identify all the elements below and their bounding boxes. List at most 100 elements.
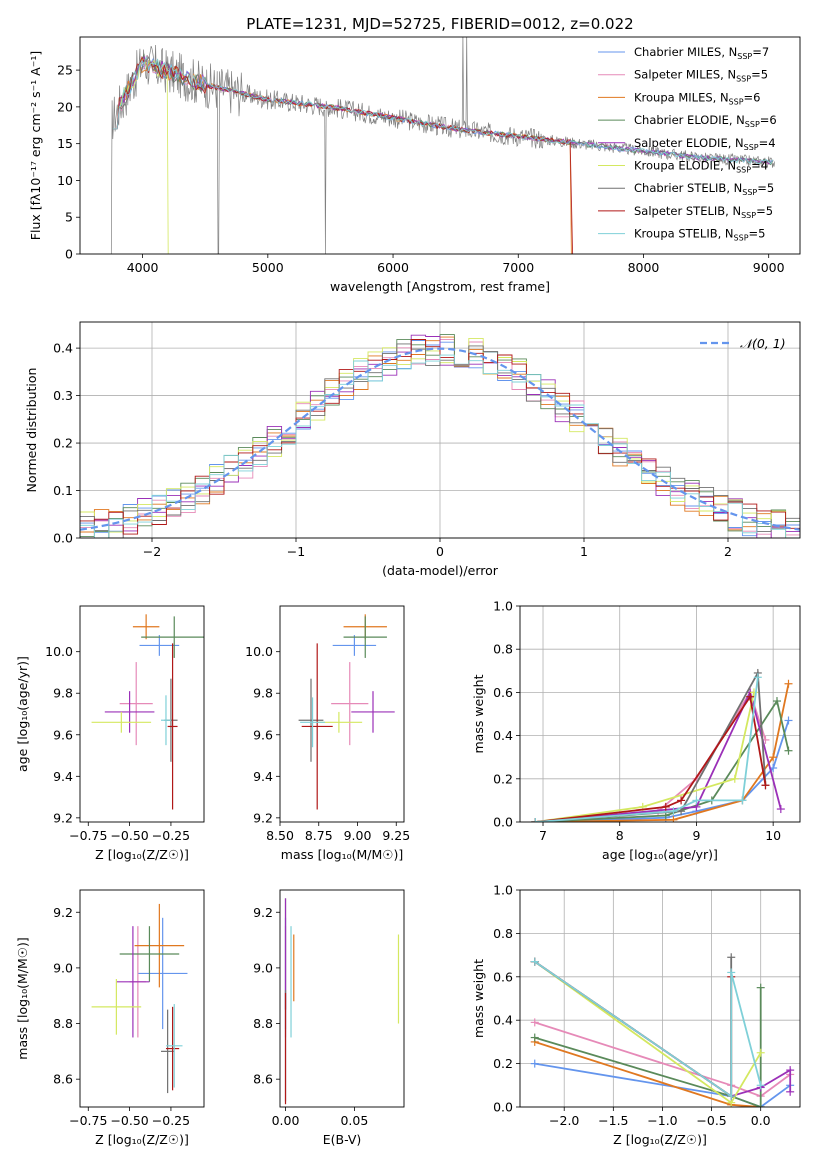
axes-frame <box>79 321 801 539</box>
age-vs-metallicity-panel: −0.75 −0.50 −0.25 9.2 9.4 9.6 9.8 10.0 Z [log₁₀(… <box>15 605 205 862</box>
weight-line <box>534 960 762 1098</box>
mass-weight-vs-metallicity-panel: −2.0 −1.5 −1.0 −0.5 0.0 0.0 0.2 0.4 0.6 0.8 1.0 Z [… <box>471 883 801 1147</box>
weight-line <box>535 698 790 822</box>
y-tick-label: 0.0 <box>53 531 73 546</box>
model-spectrum-chabrier-stelib <box>112 55 774 165</box>
legend-entry: Kroupa ELODIE, NSSP=4 <box>634 159 768 175</box>
plot-area <box>530 953 795 1107</box>
y-tick-label: 8.6 <box>53 1072 73 1087</box>
x-tick-label: −0.75 <box>69 1113 107 1128</box>
legend-entry: Salpeter MILES, NSSP=5 <box>634 68 768 84</box>
x-tick-label: 8.50 <box>266 828 294 843</box>
y-axis-label: age [log₁₀(age/yr)] <box>15 656 30 772</box>
axes-frame <box>279 605 405 823</box>
mass-vs-metallicity-panel: −0.75 −0.50 −0.25 8.6 8.8 9.0 9.2 Z [log₁₀(Z/Z☉… <box>15 889 205 1147</box>
x-tick-label: −0.25 <box>152 1113 190 1128</box>
legend-count: =4 <box>759 136 776 150</box>
x-axis-label: mass [log₁₀(M/M☉)] <box>281 847 403 862</box>
legend-subscript: SSP <box>737 52 752 61</box>
age-vs-mass-panel: 8.50 8.75 9.00 9.25 9.2 9.4 9.6 9.8 10.0 mass [lo… <box>245 605 410 862</box>
error-bar-salpeter-elodie <box>116 926 150 1038</box>
x-axis-label: age [log₁₀(age/yr)] <box>602 847 718 862</box>
legend-subscript: SSP <box>742 188 757 197</box>
error-bar-salpeter-elodie <box>104 691 155 733</box>
y-tick-label: 25 <box>57 63 73 78</box>
axes-frame <box>79 36 801 255</box>
error-bar-chabrier-elodie <box>141 616 204 658</box>
y-tick-label: 9.2 <box>253 905 273 920</box>
x-tick-label: −1.0 <box>647 1113 677 1128</box>
x-tick-label: 10 <box>765 828 781 843</box>
error-bar-chabrier-miles <box>332 635 377 656</box>
y-tick-label: 9.0 <box>253 960 273 975</box>
error-bar-kroupa-stelib <box>161 695 171 746</box>
weight-line <box>535 720 790 822</box>
legend-entry: Kroupa STELIB, NSSP=5 <box>634 227 765 243</box>
y-tick-label: 10.0 <box>45 644 73 659</box>
y-tick-label: 0.3 <box>53 388 73 403</box>
x-axis-label: Z [log₁₀(Z/Z☉)] <box>95 847 189 862</box>
x-axis-label: (data-model)/error <box>382 563 499 578</box>
observed-spectrum-line <box>110 37 776 254</box>
residual-histogram-panel: −2 −1 0 1 2 0.0 0.1 0.2 0.3 0.4 (data-model)/error… <box>24 321 801 578</box>
legend-entry: Chabrier ELODIE, NSSP=6 <box>634 113 777 129</box>
legend-count: =5 <box>751 68 768 82</box>
weight-line <box>534 1041 761 1107</box>
y-tick-label: 0.2 <box>53 436 73 451</box>
mass-weight-vs-age-panel: 7 8 9 10 0.0 0.2 0.4 0.6 0.8 1.0 age [log₁₀(age/yr… <box>471 599 801 862</box>
x-tick-label: 8000 <box>628 260 660 275</box>
legend-count: =5 <box>756 204 773 218</box>
plot-area <box>91 614 204 810</box>
weight-line <box>535 692 755 822</box>
x-tick-label: 7 <box>539 828 547 843</box>
axes-frame <box>519 889 801 1108</box>
x-tick-label: 0.0 <box>751 1113 771 1128</box>
y-tick-label: 0.0 <box>493 1100 513 1115</box>
legend-subscript: SSP <box>745 120 760 129</box>
legend-count: =5 <box>757 181 774 195</box>
error-bar-chabrier-stelib <box>298 678 324 762</box>
y-tick-label: 0.4 <box>493 1013 513 1028</box>
legend-subscript: SSP <box>736 166 751 175</box>
weight-series-salpeter-elodie <box>531 688 785 822</box>
x-tick-label: 8.75 <box>305 828 333 843</box>
weight-series-chabrier-elodie <box>530 983 765 1107</box>
y-axis-label: mass [log₁₀(M/M☉)] <box>15 937 30 1059</box>
y-tick-label: 8.8 <box>53 1016 73 1031</box>
plot-area <box>91 903 188 1094</box>
y-tick-label: 9.8 <box>253 686 273 701</box>
error-bar-salpeter-miles <box>331 662 369 746</box>
y-tick-label: 8.8 <box>253 1016 273 1031</box>
error-bar-chabrier-elodie <box>343 616 387 658</box>
legend-subscript: SSP <box>741 211 756 220</box>
y-tick-label: 0.1 <box>53 483 73 498</box>
error-bar-salpeter-stelib <box>167 643 178 810</box>
weight-line <box>534 1021 791 1098</box>
plot-area <box>531 668 793 822</box>
y-tick-label: 10.0 <box>245 644 273 659</box>
weight-series-kroupa-stelib <box>530 957 765 1101</box>
y-axis-label: mass weight <box>471 674 486 753</box>
axes-frame <box>79 605 205 823</box>
y-tick-label: 0.8 <box>493 642 513 657</box>
legend-count: =6 <box>744 90 761 104</box>
plot-area <box>80 334 800 538</box>
y-tick-label: 9.2 <box>53 810 73 825</box>
weight-line <box>535 689 782 822</box>
legend-subscript: SSP <box>729 97 744 106</box>
axes-frame <box>79 889 205 1108</box>
x-axis-label: E(B-V) <box>323 1132 362 1147</box>
x-tick-label: −0.25 <box>152 828 190 843</box>
y-tick-label: 9.0 <box>53 960 73 975</box>
legend-entry: Salpeter STELIB, NSSP=5 <box>634 204 773 220</box>
y-axis-label: Normed distribution <box>24 368 39 493</box>
legend-entry: Salpeter ELODIE, NSSP=4 <box>634 136 776 152</box>
model-spectrum-kroupa-miles <box>112 62 572 254</box>
y-tick-label: 1.0 <box>493 599 513 614</box>
spectrum-panel: 4000 5000 6000 7000 8000 9000 0 5 10 15 20 25 wavele… <box>28 36 801 294</box>
y-tick-label: 0.8 <box>493 926 513 941</box>
legend-count: =5 <box>749 227 766 241</box>
y-tick-label: 9.8 <box>53 686 73 701</box>
y-tick-label: 0.4 <box>493 728 513 743</box>
error-bar-salpeter-stelib <box>165 1006 180 1091</box>
